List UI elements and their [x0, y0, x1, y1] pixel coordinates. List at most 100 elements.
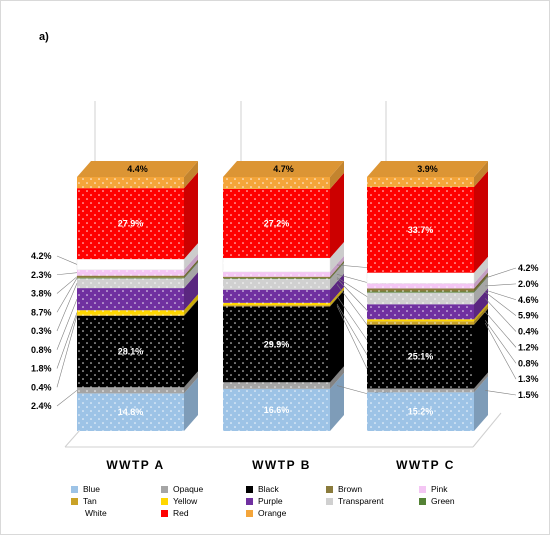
svg-text:4.2%: 4.2% — [31, 251, 52, 261]
side-label-wwtp-a-purple: 0.8% — [31, 299, 78, 355]
data-label-wwtp-b-blue: 16.6% — [264, 405, 290, 415]
segment-wwtp-a-tan — [77, 298, 198, 316]
side-label-wwtp-a-tan: 0.4% — [31, 315, 78, 392]
segment-wwtp-c-orange — [367, 161, 488, 187]
side-label-wwtp-a-white: 4.2% — [31, 251, 78, 265]
legend-row: Tan Yellow Purple Transparent Green — [71, 496, 541, 508]
legend-label-tan: Tan — [83, 496, 97, 506]
legend-item-pink: Pink — [419, 484, 448, 494]
legend-row: Blue Opaque Black Brown Pink — [71, 484, 541, 496]
category-label-wwtp-b: WWTP B — [252, 458, 311, 472]
floor-right-edge — [472, 412, 502, 448]
segment-wwtp-c-green — [367, 275, 488, 293]
segment-wwtp-c-black — [367, 308, 488, 389]
svg-text:1.5%: 1.5% — [518, 390, 539, 400]
legend-label-orange: Orange — [258, 508, 287, 518]
segment-wwtp-b-white — [222, 241, 344, 273]
legend-swatch-tan — [71, 497, 78, 505]
svg-text:2.3%: 2.3% — [31, 270, 52, 280]
stacked-bar-chart: 14.8% 28.1% 27.9% 4.4% 2.4% 0.4% 1.8% 0.8% 0.3% 8… — [31, 101, 539, 472]
category-label-wwtp-c: WWTP C — [396, 458, 455, 472]
legend-item-transparent: Transparent — [326, 496, 384, 506]
legend-label-pink: Pink — [431, 484, 448, 494]
legend-label-yellow: Yellow — [173, 496, 198, 506]
data-label-wwtp-c-orange: 3.9% — [417, 164, 438, 174]
category-label-wwtp-a: WWTP A — [106, 458, 164, 472]
legend-swatch-blue — [71, 485, 78, 493]
svg-text:1.3%: 1.3% — [518, 374, 539, 384]
legend-label-green: Green — [431, 496, 455, 506]
legend-label-blue: Blue — [83, 484, 101, 494]
legend-item-white: White — [71, 508, 107, 518]
segment-wwtp-a-red — [77, 172, 198, 260]
segment-wwtp-b-pink — [223, 255, 344, 277]
legend-swatch-purple — [246, 497, 253, 505]
side-label-wwtp-c-pink: 2.0% — [485, 279, 539, 289]
legend-swatch-opaque — [161, 485, 168, 493]
data-label-wwtp-a-blue: 14.8% — [118, 407, 144, 417]
segment-wwtp-c-pink — [367, 267, 488, 289]
segment-wwtp-b-opaque — [223, 366, 344, 389]
segment-wwtp-c-blue — [367, 376, 488, 431]
svg-text:5.9%: 5.9% — [518, 311, 539, 321]
data-label-wwtp-b-black: 29.9% — [264, 339, 290, 349]
segment-wwtp-a-black — [77, 299, 198, 388]
side-label-wwtp-c-opaque: 1.5% — [485, 390, 539, 400]
svg-text:4.6%: 4.6% — [518, 295, 539, 305]
side-label-wwtp-c-tan: 1.3% — [484, 322, 539, 384]
segment-wwtp-b-blue — [223, 372, 344, 431]
legend-item-orange: Orange — [246, 508, 286, 518]
data-label-wwtp-b-orange: 4.7% — [273, 164, 294, 174]
side-label-wwtp-a-transparent: 0.3% — [31, 283, 78, 336]
chart-legend: Blue Opaque Black Brown Pink Tan Yellow Purple T… — [71, 484, 541, 520]
segment-wwtp-b-red — [223, 172, 344, 258]
segment-wwtp-a-pink — [77, 253, 198, 276]
segment-wwtp-b-orange — [223, 161, 344, 189]
side-label-wwtp-c-transparent: 0.4% — [484, 298, 539, 337]
legend-swatch-yellow — [161, 497, 168, 505]
svg-text:0.3%: 0.3% — [31, 326, 52, 336]
svg-text:8.7%: 8.7% — [31, 307, 52, 317]
side-label-wwtp-c-purple: 1.2% — [484, 311, 539, 352]
legend-item-opaque: Opaque — [161, 484, 203, 494]
side-label-wwtp-a-brown: 3.8% — [31, 276, 78, 299]
svg-text:0.4%: 0.4% — [518, 327, 539, 337]
legend-item-purple: Purple — [246, 496, 283, 506]
data-label-wwtp-b-red: 27.2% — [264, 218, 290, 228]
segment-wwtp-a-purple — [77, 272, 198, 311]
legend-item-blue: Blue — [71, 484, 100, 494]
data-label-wwtp-c-red: 33.7% — [408, 225, 434, 235]
segment-wwtp-c-transparent — [367, 276, 488, 305]
segment-wwtp-c-red — [367, 170, 488, 273]
side-label-wwtp-a-pink: 2.3% — [31, 270, 78, 280]
legend-item-tan: Tan — [71, 496, 97, 506]
panel-label: a) — [39, 31, 49, 43]
legend-swatch-orange — [246, 509, 253, 517]
segment-wwtp-c-tan — [367, 305, 488, 325]
legend-swatch-pink — [419, 485, 426, 493]
segment-wwtp-a-transparent — [77, 262, 198, 289]
svg-text:2.4%: 2.4% — [31, 401, 52, 411]
legend-label-white: White — [85, 508, 107, 518]
svg-text:2.0%: 2.0% — [518, 279, 539, 289]
svg-text:0.8%: 0.8% — [31, 345, 52, 355]
legend-label-red: Red — [173, 508, 189, 518]
bar-wwtp-a: 14.8% 28.1% 27.9% 4.4% 2.4% 0.4% 1.8% 0.8% 0.3% 8… — [31, 161, 198, 431]
svg-text:0.8%: 0.8% — [518, 358, 539, 368]
segment-wwtp-c-opaque — [367, 372, 488, 393]
side-label-wwtp-a-yellow: 1.8% — [31, 312, 78, 374]
svg-text:3.8%: 3.8% — [31, 289, 52, 299]
segment-wwtp-b-purple — [223, 273, 344, 303]
legend-item-brown: Brown — [326, 484, 362, 494]
legend-label-transparent: Transparent — [338, 496, 384, 506]
svg-text:4.2%: 4.2% — [518, 263, 539, 273]
segment-wwtp-c-brown — [367, 272, 488, 292]
data-label-wwtp-a-red: 27.9% — [118, 219, 144, 229]
segment-wwtp-c-purple — [367, 288, 488, 320]
legend-swatch-green — [419, 497, 426, 505]
side-label-wwtp-a-green: 8.7% — [31, 277, 78, 317]
side-label-wwtp-c-yellow: 0.8% — [484, 320, 539, 368]
data-label-wwtp-c-black: 25.1% — [408, 352, 434, 362]
segment-wwtp-a-opaque — [77, 371, 198, 394]
